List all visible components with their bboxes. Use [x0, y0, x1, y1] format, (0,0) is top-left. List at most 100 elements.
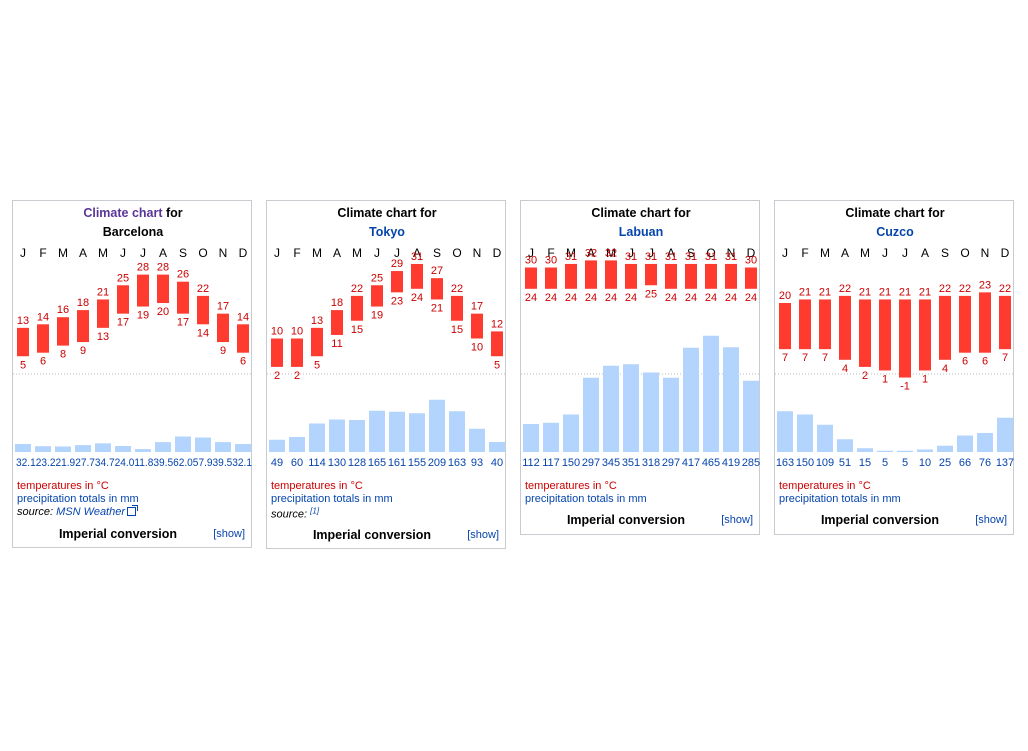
precip-bar — [135, 449, 151, 452]
temp-bar — [979, 292, 991, 353]
temp-low-label: 20 — [157, 306, 169, 318]
temp-low-label: 2 — [862, 370, 868, 382]
month-label: J — [120, 246, 126, 260]
precip-label: 163 — [448, 457, 466, 469]
chart-title: Climate chart for — [845, 206, 945, 220]
temp-bar — [137, 274, 149, 307]
month-label: F — [547, 246, 554, 260]
month-label: A — [333, 246, 341, 260]
precip-bar — [897, 450, 913, 452]
temp-low-label: -1 — [900, 381, 910, 393]
precip-label: 109 — [816, 457, 834, 469]
climate-chart-link[interactable]: Climate chart — [83, 206, 163, 220]
temp-high-label: 16 — [57, 304, 69, 316]
precip-label: 297 — [582, 457, 600, 469]
location-link[interactable]: Labuan — [618, 225, 664, 239]
temp-bar — [271, 338, 283, 367]
precip-bar — [743, 380, 759, 452]
precip-label: 209 — [428, 457, 446, 469]
source-prefix: source: — [17, 506, 57, 518]
temp-low-label: 5 — [20, 359, 26, 371]
precip-label: 419 — [722, 457, 740, 469]
source-link[interactable]: MSN Weather — [56, 506, 126, 518]
imperial-conversion-label: Imperial conversion — [58, 527, 178, 541]
temp-high-label: 32 — [585, 247, 597, 259]
month-label: A — [413, 246, 421, 260]
location-link[interactable]: Tokyo — [369, 225, 405, 239]
precip-label: 130 — [328, 457, 346, 469]
month-label: S — [687, 246, 695, 260]
precip-label: 128 — [348, 457, 366, 469]
temp-note: temperatures in °C — [779, 480, 871, 492]
precip-bar — [837, 439, 853, 452]
show-button[interactable]: [show] — [721, 514, 753, 526]
precip-bar — [269, 439, 285, 452]
temp-low-label: 1 — [882, 373, 888, 385]
precip-bar — [369, 410, 385, 452]
temp-bar — [959, 295, 971, 353]
temp-low-label: 17 — [117, 317, 129, 329]
temp-low-label: 6 — [962, 356, 968, 368]
temp-low-label: 15 — [451, 324, 463, 336]
climate-chart-barcelona: J 13 5 F 14 6 M 16 8 A 18 9 M 21 13 J 25 17 J 28 19 A 28 20 S 26 1… — [13, 246, 253, 469]
month-label: J — [628, 246, 634, 260]
temp-high-label: 31 — [665, 251, 677, 263]
temp-low-label: 24 — [725, 292, 737, 304]
precip-bar — [623, 364, 639, 452]
climate-card-cuzco: J 20 7 163 F 21 7 150 M 21 7 109 A 22 4 51 M 21 2 15 J 21 1 5 J 2… — [774, 200, 1015, 535]
precip-bar — [643, 372, 659, 452]
temp-low-label: 4 — [842, 363, 848, 375]
month-label: D — [239, 246, 248, 260]
chart-title: Climate chart for — [591, 206, 691, 220]
temp-bar — [685, 263, 697, 289]
climate-card-barcelona: J 13 5 F 14 6 M 16 8 A 18 9 M 21 13 J 25 17 J 28 19 A 28 20 S 26 1… — [12, 200, 253, 548]
show-button[interactable]: [show] — [975, 514, 1007, 526]
month-label: O — [960, 246, 969, 260]
temp-high-label: 31 — [705, 251, 717, 263]
temp-high-label: 23 — [979, 279, 991, 291]
temp-high-label: 26 — [177, 269, 189, 281]
temp-bar — [371, 285, 383, 307]
show-button[interactable]: [show] — [213, 528, 245, 540]
temp-high-label: 32 — [605, 247, 617, 259]
precip-bar — [429, 399, 445, 452]
temp-bar — [291, 338, 303, 367]
temp-high-label: 21 — [899, 286, 911, 298]
source-ref-link[interactable]: [1] — [310, 506, 319, 521]
precip-label: 66 — [959, 457, 971, 469]
temp-high-label: 22 — [197, 283, 209, 295]
show-button[interactable]: [show] — [467, 529, 499, 541]
temp-bar — [745, 267, 757, 289]
precip-label: 15 — [859, 457, 871, 469]
month-label: J — [528, 246, 534, 260]
temp-bar — [585, 260, 597, 289]
temp-bar — [999, 295, 1011, 350]
temp-bar — [237, 324, 249, 353]
precip-bar — [35, 446, 51, 452]
temp-bar — [879, 299, 891, 371]
temp-low-label: 24 — [605, 292, 617, 304]
location-link[interactable]: Cuzco — [876, 225, 914, 239]
precip-bar — [977, 433, 993, 452]
month-label: M — [58, 246, 68, 260]
precip-label: 5 — [882, 457, 888, 469]
month-label: O — [452, 246, 461, 260]
precip-label: 5 — [902, 457, 908, 469]
temp-low-label: 10 — [471, 342, 483, 354]
precip-bar — [543, 422, 559, 452]
precip-bar — [75, 445, 91, 452]
precip-bar — [877, 450, 893, 452]
temp-high-label: 10 — [271, 326, 283, 338]
temp-high-label: 14 — [237, 311, 249, 323]
temp-bar — [391, 271, 403, 293]
temp-high-label: 31 — [625, 251, 637, 263]
temp-low-label: 7 — [782, 352, 788, 364]
temp-high-label: 25 — [371, 272, 383, 284]
temp-low-label: 9 — [80, 345, 86, 357]
temp-low-label: 6 — [40, 356, 46, 368]
month-label: A — [921, 246, 929, 260]
precip-bar — [215, 442, 231, 452]
month-label: A — [159, 246, 167, 260]
month-label: S — [941, 246, 949, 260]
climate-chart-cuzco: J207163F217150M217109A22451M21215J2115J2… — [775, 246, 1015, 469]
